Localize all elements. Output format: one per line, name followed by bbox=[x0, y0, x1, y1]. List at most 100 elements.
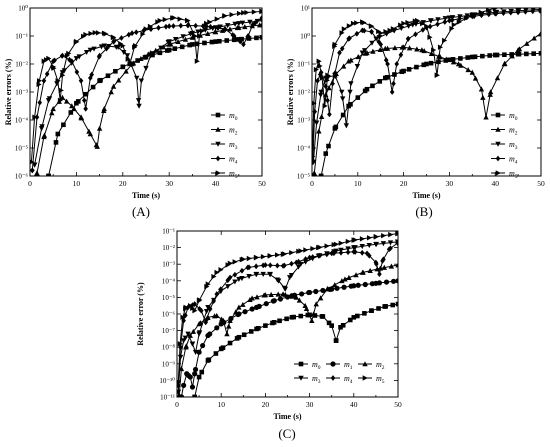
data-point bbox=[486, 8, 492, 13]
data-point bbox=[177, 16, 183, 22]
data-point bbox=[267, 271, 273, 277]
data-point bbox=[325, 72, 331, 78]
series-m0 bbox=[192, 301, 398, 397]
x-tick-label: 0 bbox=[175, 400, 179, 409]
legend-marker bbox=[215, 112, 221, 118]
data-point bbox=[319, 75, 325, 81]
data-point bbox=[46, 55, 52, 62]
data-point bbox=[458, 56, 463, 61]
legend-entry-m1: m1 bbox=[326, 360, 353, 371]
data-point bbox=[333, 241, 339, 247]
data-point bbox=[310, 311, 317, 317]
data-point bbox=[213, 39, 218, 44]
data-point bbox=[299, 291, 305, 297]
data-point bbox=[195, 29, 201, 35]
data-point bbox=[83, 49, 90, 56]
data-point bbox=[147, 53, 154, 59]
data-point bbox=[524, 51, 529, 57]
legend-entry-m2: m2 bbox=[358, 360, 385, 371]
x-tick-label: 30 bbox=[446, 179, 454, 188]
data-point bbox=[177, 382, 181, 389]
data-point bbox=[369, 23, 375, 29]
data-point bbox=[231, 37, 237, 43]
data-point bbox=[194, 41, 200, 47]
data-point bbox=[398, 52, 404, 58]
y-tick-label: 10⁻⁶ bbox=[15, 173, 29, 181]
data-point bbox=[203, 319, 209, 326]
data-point bbox=[224, 331, 230, 337]
data-point bbox=[277, 296, 284, 302]
data-point bbox=[50, 58, 56, 65]
data-point bbox=[182, 335, 189, 341]
y-tick-label: 10⁻¹ bbox=[162, 228, 175, 236]
data-point bbox=[44, 71, 50, 77]
y-tick-label: 10⁻⁹ bbox=[162, 360, 176, 368]
data-point bbox=[298, 313, 304, 319]
data-point bbox=[30, 159, 35, 165]
data-point bbox=[324, 286, 330, 292]
data-point bbox=[260, 271, 266, 277]
y-tick-label: 10⁻⁴ bbox=[297, 145, 311, 153]
data-point bbox=[478, 86, 485, 92]
data-point bbox=[208, 23, 213, 30]
data-point bbox=[192, 349, 199, 355]
data-point bbox=[369, 28, 374, 35]
data-point bbox=[329, 250, 334, 257]
data-point bbox=[318, 113, 325, 119]
data-point bbox=[414, 64, 419, 70]
chart-panel-1: 0 10 20 30 40 50 10⁻⁵ 10⁻⁴ 10⁻³ 10⁻² 10⁻¹ 10⁰ 10¹ Tim… bbox=[286, 2, 545, 220]
data-point bbox=[492, 8, 498, 11]
data-point bbox=[354, 30, 360, 37]
data-point bbox=[166, 47, 172, 53]
data-point bbox=[362, 311, 367, 316]
data-point bbox=[339, 96, 346, 102]
data-point bbox=[355, 95, 361, 100]
data-point bbox=[260, 262, 266, 269]
data-point bbox=[50, 64, 56, 70]
legend-label: m5 bbox=[509, 169, 518, 180]
series-line-m0 bbox=[194, 303, 398, 397]
x-axis-label: Time (s) bbox=[412, 191, 440, 200]
data-point bbox=[254, 326, 259, 332]
data-point bbox=[373, 259, 379, 266]
data-point bbox=[289, 249, 295, 256]
data-point bbox=[312, 108, 318, 115]
data-point bbox=[125, 56, 131, 62]
data-point bbox=[386, 246, 392, 253]
data-point bbox=[390, 278, 397, 284]
data-point bbox=[538, 8, 541, 14]
legend-entry-m3: m3 bbox=[211, 140, 238, 151]
data-point bbox=[378, 30, 384, 36]
data-point bbox=[214, 312, 220, 318]
data-point bbox=[530, 2, 535, 7]
data-point bbox=[345, 249, 351, 256]
data-point bbox=[218, 346, 224, 352]
x-tick-label: 50 bbox=[258, 179, 266, 188]
data-point bbox=[192, 307, 198, 314]
data-point bbox=[282, 286, 288, 292]
data-point bbox=[87, 131, 94, 137]
data-point bbox=[458, 62, 464, 68]
data-point bbox=[398, 26, 405, 32]
data-point bbox=[177, 392, 182, 397]
data-point bbox=[280, 251, 286, 257]
data-point bbox=[171, 15, 177, 21]
data-point bbox=[202, 27, 209, 33]
data-point bbox=[464, 15, 470, 21]
x-tick-label: 10 bbox=[73, 179, 81, 188]
data-point bbox=[271, 298, 277, 304]
data-point bbox=[242, 309, 248, 315]
data-point bbox=[105, 73, 111, 79]
data-point bbox=[239, 267, 245, 274]
data-point bbox=[211, 273, 217, 280]
data-point bbox=[405, 35, 411, 42]
legend-marker bbox=[495, 126, 501, 132]
data-point bbox=[74, 38, 80, 45]
data-point bbox=[287, 275, 293, 281]
data-point bbox=[60, 52, 65, 59]
data-point bbox=[162, 16, 168, 23]
data-point bbox=[205, 281, 211, 287]
data-point bbox=[259, 8, 262, 15]
data-point bbox=[205, 305, 211, 311]
data-point bbox=[271, 320, 277, 325]
